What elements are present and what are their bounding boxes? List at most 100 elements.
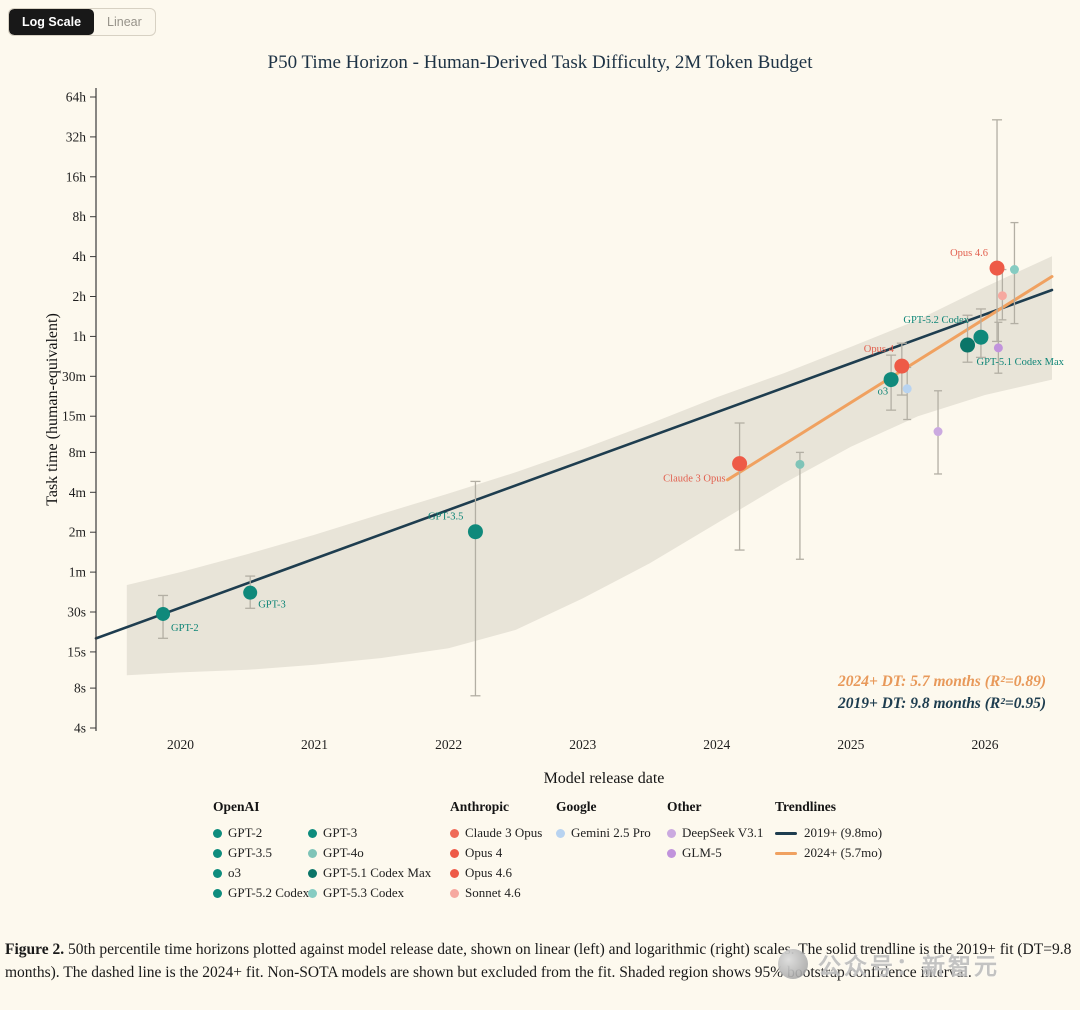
trend-annotation-0: 2024+ DT: 5.7 months (R²=0.89) <box>837 673 1046 690</box>
watermark-logo-icon <box>778 949 808 979</box>
point-gpt-5-2-codex <box>973 329 989 345</box>
legend-label: 2024+ (5.7mo) <box>804 845 883 860</box>
legend-dot-gpt-3 <box>308 828 317 838</box>
x-tick-label: 2020 <box>167 737 194 752</box>
x-tick-label: 2024 <box>703 737 730 752</box>
legend-label: GLM-5 <box>682 845 722 860</box>
y-tick-label: 4m <box>69 485 87 500</box>
legend-label: GPT-2 <box>228 825 263 840</box>
legend-label: Claude 3 Opus <box>465 825 543 840</box>
y-tick-label: 2m <box>69 525 87 540</box>
legend-item-2024-5-7mo: 2024+ (5.7mo) <box>775 843 882 863</box>
point-label-gpt-3-5: GPT-3.5 <box>428 512 464 523</box>
chart-title: P50 Time Horizon - Human-Derived Task Di… <box>267 52 813 73</box>
legend-item-gpt-5-3-codex: GPT-5.3 Codex <box>308 883 450 903</box>
point-label-o3: o3 <box>878 387 889 398</box>
watermark: 公众号：新智元 <box>778 947 1000 981</box>
legend-label: GPT-5.2 Codex <box>228 885 310 900</box>
y-tick-label: 8h <box>73 209 87 224</box>
linear-button[interactable]: Linear <box>107 15 142 29</box>
legend-dot-sonnet-4-6 <box>450 888 459 898</box>
point-gpt-4o <box>795 459 805 469</box>
legend-dot-glm-5 <box>667 848 676 858</box>
x-tick-label: 2026 <box>971 737 998 752</box>
point-label-gpt-2: GPT-2 <box>171 623 199 634</box>
legend-item-gpt-4o: GPT-4o <box>308 843 450 863</box>
figure-caption-text: 50th percentile time horizons plotted ag… <box>5 941 1072 982</box>
legend-item-sonnet-4-6: Sonnet 4.6 <box>450 883 556 903</box>
legend: OpenAI GPT-2 GPT-3.5 o3 GPT-5.2 Codex GPT-3 GP… <box>213 799 882 903</box>
legend-item-gemini-2-5-pro: Gemini 2.5 Pro <box>556 823 667 843</box>
legend-dot-opus-4-6 <box>450 868 459 878</box>
point-gpt-3-5 <box>467 524 483 540</box>
figure-caption: Figure 2. 50th percentile time horizons … <box>5 938 1075 985</box>
legend-title-google: Google <box>556 799 597 814</box>
point-label-claude-3-opus: Claude 3 Opus <box>663 474 725 485</box>
y-tick-label: 64h <box>66 90 87 105</box>
x-tick-label: 2023 <box>569 737 596 752</box>
y-tick-label: 30s <box>67 605 86 620</box>
legend-item-opus-4: Opus 4 <box>450 843 556 863</box>
watermark-text: 公众号：新智元 <box>818 953 1000 979</box>
scale-toggle: Log Scale Linear <box>8 8 156 36</box>
legend-item-gpt-3-5: GPT-3.5 <box>213 843 308 863</box>
y-tick-label: 15s <box>67 644 86 659</box>
legend-group-google: Google Gemini 2.5 Pro <box>556 799 667 903</box>
trend-annotation-1: 2019+ DT: 9.8 months (R²=0.95) <box>837 695 1046 712</box>
legend-item-gpt-5-1-codex-max: GPT-5.1 Codex Max <box>308 863 450 883</box>
legend-dot-claude-3-opus <box>450 828 459 838</box>
y-axis-label: Task time (human-equivalent) <box>44 313 61 506</box>
y-tick-label: 8s <box>74 681 86 696</box>
legend-label: Sonnet 4.6 <box>465 885 521 900</box>
scatter-plot: GPT-2 GPT-3 GPT-3.5 Claude 3 Opus o3 Opus 4 GP… <box>44 88 1065 787</box>
point-opus-4-6 <box>989 260 1005 276</box>
legend-dot-deepseek-v3-1 <box>667 828 676 838</box>
point-sonnet-4-6 <box>997 291 1007 301</box>
legend-dot-gpt-5-3-codex <box>308 888 317 898</box>
y-tick-label: 16h <box>66 169 87 184</box>
legend-group-anthropic: Anthropic Claude 3 Opus Opus 4 Opus 4.6 Sonn… <box>450 799 556 903</box>
figure-number: Figure 2. <box>5 941 65 958</box>
legend-label: GPT-3.5 <box>228 845 272 860</box>
point-label-gpt-5-1-codex-max: GPT-5.1 Codex Max <box>977 357 1065 368</box>
y-tick-label: 15m <box>62 409 87 424</box>
legend-label: Opus 4 <box>465 845 503 860</box>
legend-group-trendlines: Trendlines 2019+ (9.8mo) 2024+ (5.7mo) <box>775 799 882 903</box>
legend-label: GPT-5.3 Codex <box>323 885 405 900</box>
point-label-opus-4: Opus 4 <box>864 344 895 355</box>
legend-dot-gpt-5-2-codex <box>213 888 222 898</box>
legend-line-swatch-2019-9-8mo <box>775 831 797 835</box>
point-label-opus-4-6: Opus 4.6 <box>950 248 988 259</box>
log-scale-button[interactable]: Log Scale <box>9 9 95 35</box>
legend-label: 2019+ (9.8mo) <box>804 825 883 840</box>
legend-item-o3: o3 <box>213 863 308 883</box>
point-gemini-2-5-pro <box>902 384 912 394</box>
legend-item-deepseek-v3-1: DeepSeek V3.1 <box>667 823 775 843</box>
point-opus-4 <box>894 358 910 374</box>
legend-item-opus-4-6: Opus 4.6 <box>450 863 556 883</box>
legend-dot-opus-4 <box>450 848 459 858</box>
legend-item-claude-3-opus: Claude 3 Opus <box>450 823 556 843</box>
legend-label: GPT-3 <box>323 825 358 840</box>
point-label-gpt-3: GPT-3 <box>258 600 286 611</box>
confidence-band <box>126 256 1053 676</box>
y-tick-label: 4s <box>74 721 86 736</box>
x-tick-label: 2022 <box>435 737 462 752</box>
point-gpt-5-1-codex-max <box>960 337 976 353</box>
y-tick-label: 8m <box>69 445 87 460</box>
x-axis-label: Model release date <box>544 770 665 787</box>
legend-title-other: Other <box>667 799 702 814</box>
legend-item-glm-5: GLM-5 <box>667 843 775 863</box>
legend-dot-gpt-3-5 <box>213 848 222 858</box>
legend-dot-gpt-2 <box>213 828 222 838</box>
y-tick-label: 32h <box>66 129 87 144</box>
legend-title-anthropic: Anthropic <box>450 799 510 814</box>
legend-dot-o3 <box>213 868 222 878</box>
point-gpt-2 <box>156 606 171 621</box>
legend-label: GPT-5.1 Codex Max <box>323 865 432 880</box>
point-gpt-5-3-codex <box>1009 265 1019 275</box>
legend-item-2019-9-8mo: 2019+ (9.8mo) <box>775 823 882 843</box>
legend-title-openai: OpenAI <box>213 799 260 814</box>
legend-group-openai: OpenAI GPT-2 GPT-3.5 o3 GPT-5.2 Codex GPT-3 GP… <box>213 799 450 903</box>
